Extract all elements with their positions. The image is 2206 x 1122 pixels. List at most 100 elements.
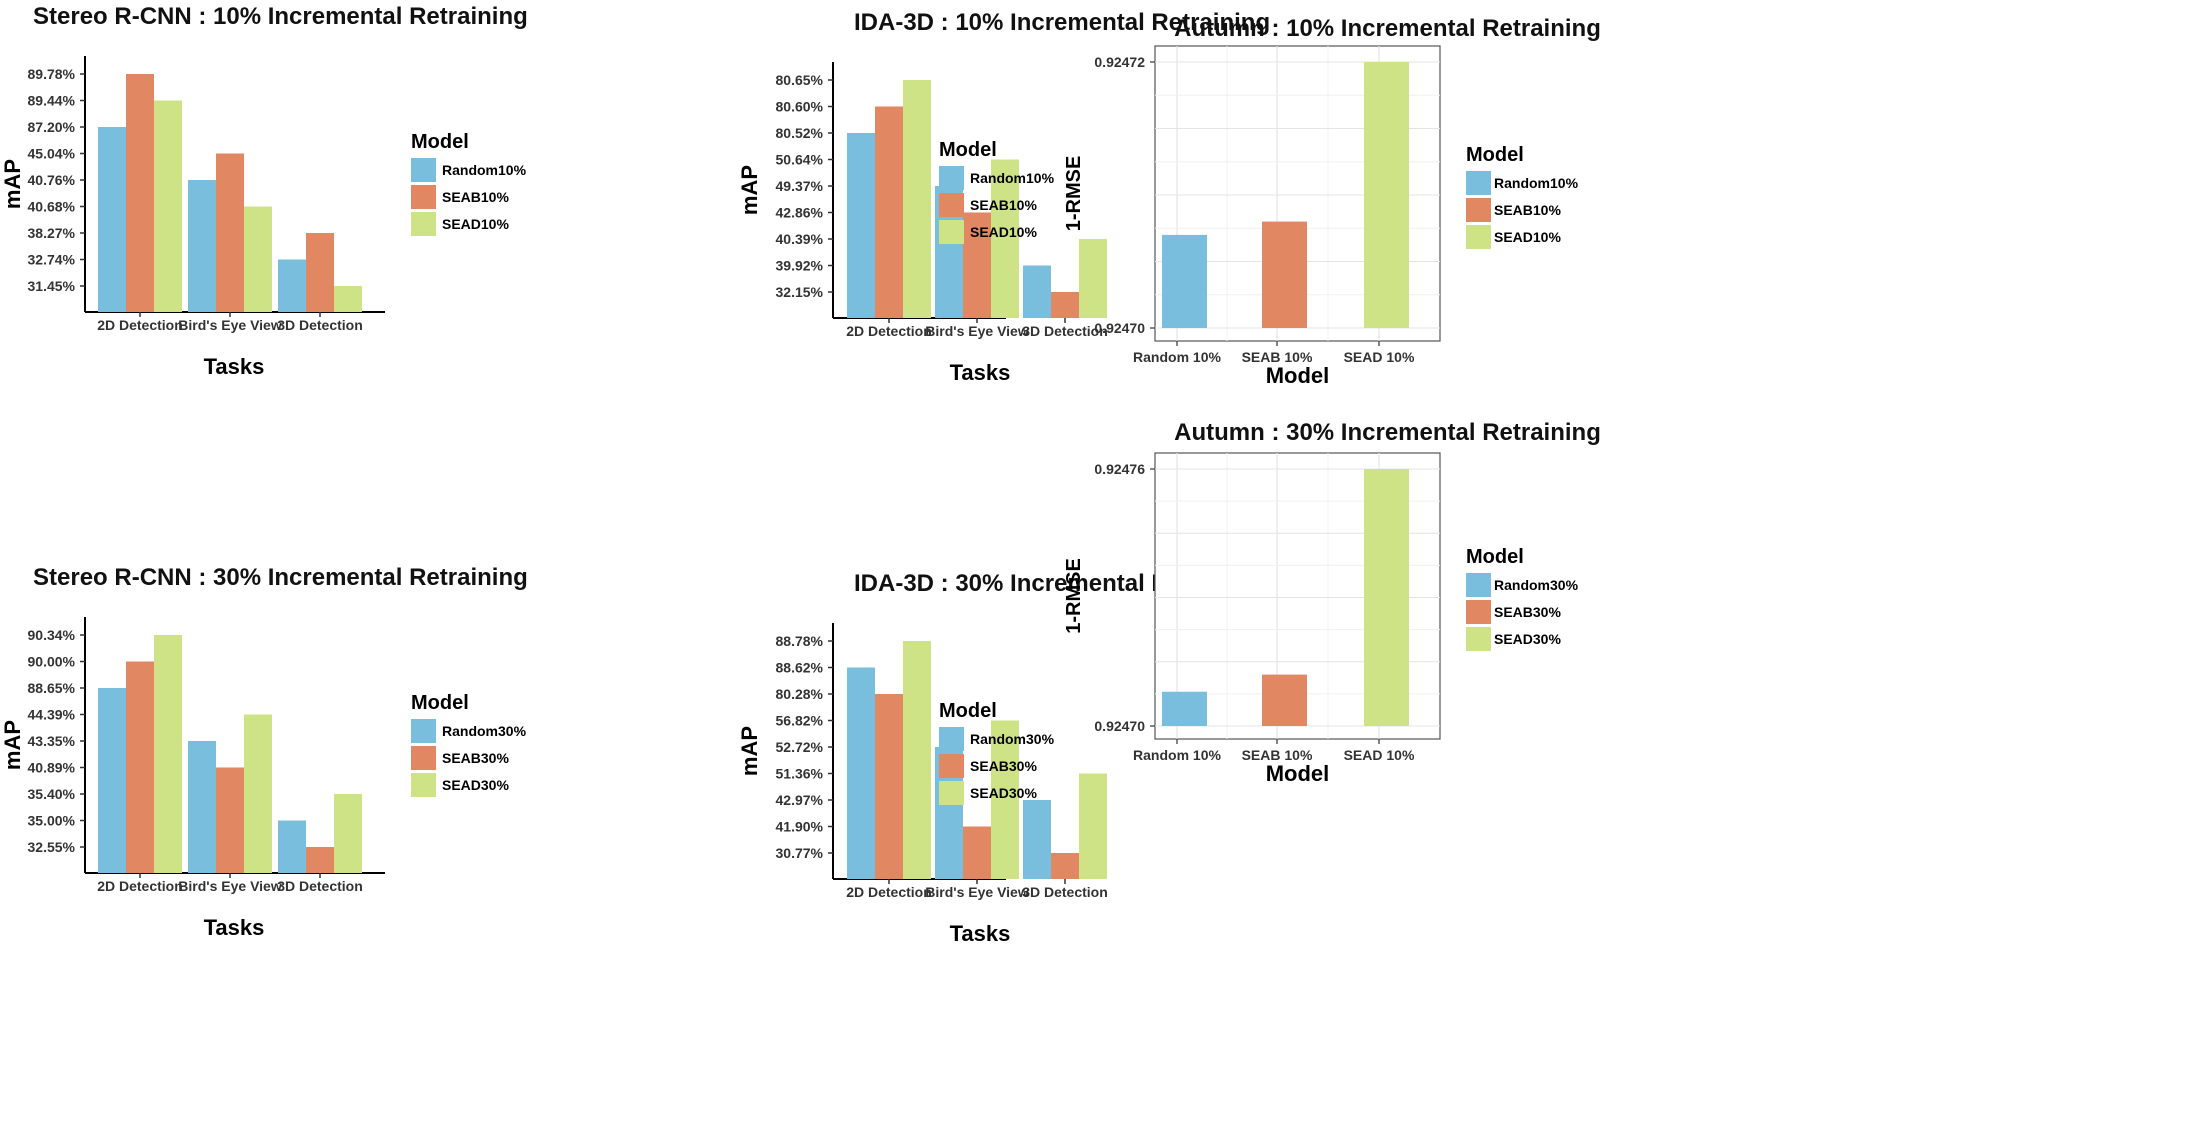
chart-svg-3: Stereo R-CNN : 30% Incremental Retrainin… [0, 564, 528, 940]
bar-seab10--0 [875, 106, 903, 318]
y-tick-label: 44.39% [28, 707, 76, 723]
y-tick-label: 49.37% [776, 178, 824, 194]
bar-sead10--0 [903, 80, 931, 318]
legend-label: SEAD10% [1494, 229, 1561, 245]
bar-sead30--0 [903, 641, 931, 879]
chart-title: Autumn : 10% Incremental Retraining [1174, 15, 1601, 42]
y-tick-label: 80.28% [776, 686, 824, 702]
x-tick-label: Random 10% [1133, 349, 1221, 365]
bar-sead30- [1364, 469, 1409, 726]
bar-random10--0 [847, 133, 875, 318]
y-tick-label: 88.78% [776, 633, 824, 649]
legend-label: SEAD30% [1494, 631, 1561, 647]
legend-title: Model [411, 131, 469, 153]
bar-random10--2 [278, 259, 306, 312]
x-tick-label: Bird's Eye View [925, 323, 1029, 339]
x-tick-label: 2D Detection [97, 878, 183, 894]
x-tick-label: SEAB 10% [1242, 747, 1313, 763]
y-tick-label: 88.65% [28, 680, 76, 696]
x-axis-label: Tasks [950, 921, 1011, 946]
y-tick-label: 52.72% [776, 739, 824, 755]
legend-label: SEAB30% [442, 750, 509, 766]
x-tick-label: 3D Detection [1022, 884, 1108, 900]
legend-title: Model [939, 700, 997, 722]
y-tick-label: 80.60% [776, 99, 824, 115]
y-tick-label: 87.20% [28, 119, 76, 135]
legend-label: SEAD10% [970, 224, 1037, 240]
y-axis-label: mAP [0, 159, 25, 209]
y-tick-label: 41.90% [776, 819, 824, 835]
y-tick-label: 88.62% [776, 660, 824, 676]
legend-swatch [939, 727, 964, 751]
y-tick-label: 32.74% [28, 252, 76, 268]
bar-seab10- [1262, 221, 1307, 328]
bar-seab10--0 [126, 74, 154, 312]
y-tick-label: 89.44% [28, 93, 76, 109]
legend-label: Random30% [1494, 577, 1579, 593]
legend-swatch [411, 185, 436, 209]
y-tick-label: 45.04% [28, 146, 76, 162]
bar-random30--1 [188, 741, 216, 873]
legend-swatch [1466, 225, 1491, 249]
bar-sead10- [1364, 62, 1409, 328]
chart-svg-2: Autumn : 10% Incremental Retraining 0.924… [1063, 15, 1601, 388]
bar-sead10--2 [334, 286, 362, 312]
legend-label: Random10% [1494, 175, 1579, 191]
legend-label: SEAB10% [1494, 202, 1561, 218]
y-axis-label: 1-RMSE [1063, 156, 1085, 232]
y-tick-label: 35.40% [28, 786, 76, 802]
bar-seab10--1 [963, 212, 991, 318]
y-tick-label: 0.92470 [1094, 718, 1145, 734]
bar-random10--2 [1023, 265, 1051, 318]
y-tick-label: 0.92472 [1094, 54, 1145, 70]
bar-random10--0 [98, 127, 126, 312]
legend-swatch [1466, 627, 1491, 651]
bar-random30--2 [278, 820, 306, 873]
y-tick-label: 0.92476 [1094, 461, 1145, 477]
y-tick-label: 40.39% [776, 231, 824, 247]
y-tick-label: 42.86% [776, 205, 824, 221]
bar-seab30--1 [963, 826, 991, 879]
y-axis-label: 1-RMSE [1063, 558, 1085, 634]
legend-swatch [1466, 600, 1491, 624]
legend-swatch [411, 719, 436, 743]
legend-swatch [411, 746, 436, 770]
y-tick-label: 90.00% [28, 654, 76, 670]
x-tick-label: SEAD 10% [1344, 747, 1415, 763]
y-tick-label: 50.64% [776, 152, 824, 168]
chart-panel-autumn-30: Autumn : 30% Incremental Retraining 0.924… [1063, 419, 2206, 1122]
y-tick-label: 80.52% [776, 125, 824, 141]
x-tick-label: Bird's Eye View [178, 317, 282, 333]
legend-swatch [1466, 171, 1491, 195]
chart-panel-stereo-rcnn-30: Stereo R-CNN : 30% Incremental Retrainin… [0, 561, 735, 1122]
y-tick-label: 35.00% [28, 813, 76, 829]
x-tick-label: 3D Detection [277, 317, 363, 333]
chart-title: IDA-3D : 10% Incremental Retraining [854, 9, 1270, 36]
x-axis-label: Tasks [204, 915, 265, 940]
bar-sead10--1 [244, 206, 272, 312]
bar-sead30--1 [244, 714, 272, 873]
x-tick-label: 2D Detection [846, 884, 932, 900]
bar-sead10--0 [154, 100, 182, 312]
legend-label: SEAD30% [970, 785, 1037, 801]
y-tick-label: 38.27% [28, 225, 76, 241]
chart-panel-autumn-10: Autumn : 10% Incremental Retraining 0.924… [1063, 0, 2206, 560]
x-tick-label: 3D Detection [1022, 323, 1108, 339]
y-axis-label: mAP [737, 726, 762, 776]
bar-seab10--1 [216, 153, 244, 312]
x-tick-label: Random 10% [1133, 747, 1221, 763]
bar-random30--0 [98, 688, 126, 873]
chart-panel-ida3d-10: IDA-3D : 10% Incremental Retraining 32.15… [735, 0, 1470, 560]
y-tick-label: 56.82% [776, 713, 824, 729]
legend-swatch [1466, 198, 1491, 222]
legend-swatch [939, 166, 964, 190]
legend-label: SEAB10% [442, 189, 509, 205]
legend-title: Model [1466, 144, 1524, 166]
legend-label: SEAB30% [970, 758, 1037, 774]
bar-seab10--2 [1051, 292, 1079, 318]
bar-random30--2 [1023, 800, 1051, 879]
bar-seab30--2 [306, 847, 334, 873]
bar-sead10--1 [991, 159, 1019, 318]
bar-seab30--2 [1051, 853, 1079, 879]
chart-title: Autumn : 30% Incremental Retraining [1174, 419, 1601, 446]
